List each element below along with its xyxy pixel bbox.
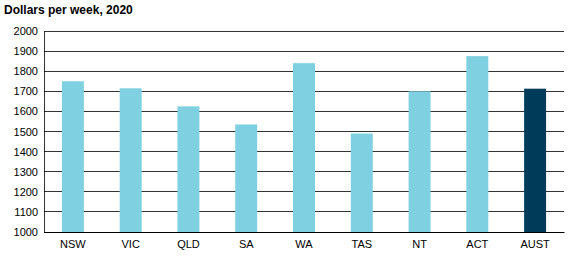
bar: [466, 56, 488, 232]
title: Dollars per week, 2020: [4, 3, 133, 17]
y-tick-label: 1300: [14, 166, 38, 178]
bars: [62, 56, 546, 232]
x-tick: ACT: [466, 232, 488, 250]
x-tick: TAS: [351, 232, 372, 250]
bar: [177, 106, 199, 232]
y-tick-label: 2000: [14, 25, 38, 37]
x-tick-label: NSW: [60, 238, 86, 250]
y-tick-label: 1400: [14, 146, 38, 158]
x-tick-label: NT: [412, 238, 427, 250]
x-axis-line: [45, 232, 565, 233]
bar: [293, 63, 315, 232]
bar: [524, 89, 546, 232]
y-tick-label: 1500: [14, 126, 38, 138]
x-tick-label: AUST: [520, 238, 550, 250]
x-tick: NSW: [60, 232, 86, 250]
bar: [120, 88, 142, 232]
y-axis-line: [44, 32, 45, 233]
grid-line: [44, 51, 564, 52]
y-tick: 1100: [14, 206, 44, 218]
bar: [235, 124, 257, 232]
y-tick: 1200: [14, 186, 44, 198]
y-tick: 1800: [14, 65, 44, 77]
y-tick: 1700: [14, 85, 44, 97]
y-tick-label: 1600: [14, 105, 38, 117]
y-tick: 2000: [14, 25, 44, 37]
x-tick-label: TAS: [351, 238, 372, 250]
y-tick: 1600: [14, 105, 44, 117]
chart: Dollars per week, 2020 1000 1100 1200 1300 14…: [0, 0, 570, 265]
y-tick-label: 1700: [14, 85, 38, 97]
bar: [409, 91, 431, 232]
x-tick-label: WA: [295, 238, 313, 250]
y-tick-label: 1900: [14, 45, 38, 57]
y-tick-label: 1800: [14, 65, 38, 77]
y-tick: 1500: [14, 126, 44, 138]
x-axis: NSW VIC QLD SA WA TAS NT ACT AUST: [45, 232, 565, 250]
x-tick-label: QLD: [177, 238, 200, 250]
x-tick: AUST: [520, 232, 550, 250]
x-tick-label: ACT: [466, 238, 488, 250]
x-tick: SA: [239, 232, 254, 250]
y-axis: 1000 1100 1200 1300 1400 1500 1600 1700 1800 1900…: [14, 25, 45, 238]
x-tick-label: SA: [239, 238, 254, 250]
y-tick: 1400: [14, 146, 44, 158]
x-tick: QLD: [177, 232, 200, 250]
y-tick: 1300: [14, 166, 44, 178]
x-tick-label: VIC: [121, 238, 139, 250]
bar: [62, 81, 84, 232]
y-tick-label: 1200: [14, 186, 38, 198]
grid: [44, 31, 564, 232]
x-tick: NT: [412, 232, 427, 250]
x-tick: WA: [295, 232, 313, 250]
x-tick: VIC: [121, 232, 139, 250]
y-tick-label: 1100: [14, 206, 38, 218]
y-tick: 1000: [14, 226, 44, 238]
y-tick: 1900: [14, 45, 44, 57]
grid-line: [44, 31, 564, 32]
y-tick-label: 1000: [14, 226, 38, 238]
bar: [351, 134, 373, 232]
plot: 1000 1100 1200 1300 1400 1500 1600 1700 1800 1900…: [14, 25, 565, 250]
